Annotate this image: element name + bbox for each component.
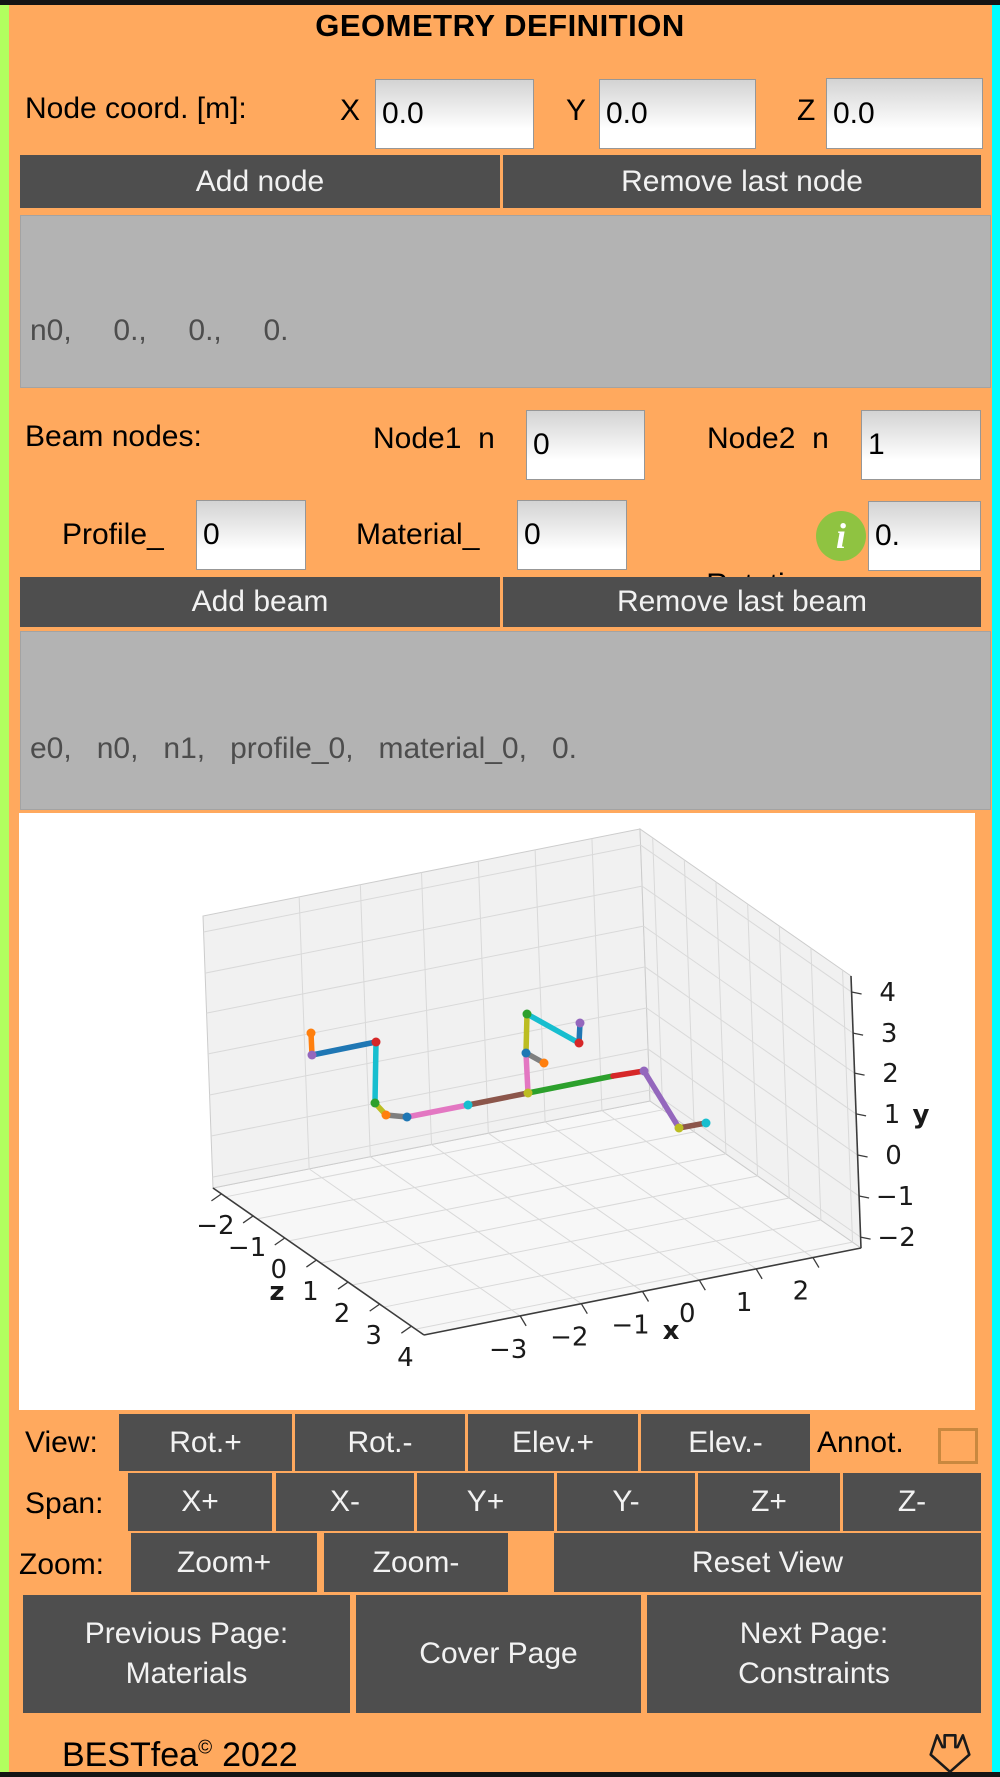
elevation-minus-button[interactable]: Elev.- <box>641 1414 810 1471</box>
node-list[interactable]: n0, 0., 0., 0. n1, -1.0, 0., 0. n2, -2.0… <box>20 215 991 388</box>
svg-text:−1: −1 <box>228 1233 266 1263</box>
next-page-line2: Constraints <box>738 1657 890 1690</box>
span-y-minus-button[interactable]: Y- <box>557 1473 695 1531</box>
svg-text:2: 2 <box>882 1059 899 1089</box>
zoom-in-button[interactable]: Zoom+ <box>131 1533 317 1592</box>
annot-label: Annot. <box>817 1426 904 1459</box>
material-label: Material_ <box>356 518 480 551</box>
add-node-button[interactable]: Add node <box>20 155 500 208</box>
previous-page-line1: Previous Page: <box>84 1617 289 1650</box>
reset-view-button[interactable]: Reset View <box>554 1533 981 1592</box>
svg-text:y: y <box>913 1100 930 1130</box>
zoom-row-label: Zoom: <box>19 1548 105 1581</box>
node2-input[interactable] <box>861 410 981 480</box>
beam-list[interactable]: e0, n0, n1, profile_0, material_0, 0. e1… <box>20 631 991 810</box>
svg-text:2: 2 <box>793 1277 810 1307</box>
span-x-plus-button[interactable]: X+ <box>128 1473 272 1531</box>
span-x-minus-button[interactable]: X- <box>276 1473 414 1531</box>
span-row-label: Span: <box>25 1487 104 1520</box>
node2-label: Node2 n <box>707 422 829 455</box>
next-page-line1: Next Page: <box>739 1617 889 1650</box>
svg-text:−3: −3 <box>489 1335 527 1365</box>
svg-text:3: 3 <box>881 1019 898 1049</box>
svg-text:−1: −1 <box>876 1182 914 1212</box>
svg-text:1: 1 <box>884 1100 901 1130</box>
svg-text:−2: −2 <box>550 1323 588 1353</box>
beam-list-row[interactable]: e0, n0, n1, profile_0, material_0, 0. <box>30 732 577 765</box>
add-beam-button[interactable]: Add beam <box>20 577 500 627</box>
rotation-info-icon[interactable]: i <box>816 511 866 561</box>
top-frame-bar <box>0 0 1000 5</box>
zoom-out-button[interactable]: Zoom- <box>324 1533 508 1592</box>
span-z-plus-button[interactable]: Z+ <box>698 1473 840 1531</box>
node1-input[interactable] <box>526 410 645 480</box>
x-coord-input[interactable] <box>375 79 534 149</box>
beam-nodes-label: Beam nodes: <box>25 420 202 453</box>
svg-text:3: 3 <box>365 1321 382 1351</box>
node1-label: Node1 n <box>373 422 495 455</box>
svg-text:−1: −1 <box>611 1311 649 1341</box>
svg-text:x: x <box>663 1316 680 1346</box>
rotate-minus-button[interactable]: Rot.- <box>295 1414 465 1471</box>
svg-text:2: 2 <box>334 1299 351 1329</box>
footer-brand: BESTfea© 2022 <box>62 1736 298 1775</box>
y-coord-input[interactable] <box>599 79 756 149</box>
next-page-button[interactable]: Next Page: Constraints <box>647 1595 981 1713</box>
brand-name: BESTfea <box>62 1736 199 1774</box>
view-row-label: View: <box>25 1426 98 1459</box>
bottom-frame-bar <box>0 1772 1000 1777</box>
svg-text:−2: −2 <box>196 1211 234 1241</box>
x-coord-label: X <box>340 94 361 127</box>
previous-page-button[interactable]: Previous Page: Materials <box>23 1595 350 1713</box>
svg-text:4: 4 <box>879 978 896 1008</box>
z-coord-label: Z <box>797 94 816 127</box>
structure-3d-plot: −3 −2 −1 0 1 2 −2 −1 0 1 2 3 4 4 3 2 1 0 −1 −2 x y z <box>19 813 975 1410</box>
cover-page-button[interactable]: Cover Page <box>356 1595 641 1713</box>
svg-text:1: 1 <box>302 1277 319 1307</box>
svg-text:0: 0 <box>885 1141 902 1171</box>
right-edge-strip <box>992 5 1000 1772</box>
remove-last-node-button[interactable]: Remove last node <box>503 155 981 208</box>
rotation-input[interactable] <box>868 501 981 571</box>
annot-checkbox[interactable] <box>938 1428 978 1464</box>
brand-year: 2022 <box>222 1736 298 1774</box>
node-coord-label: Node coord. [m]: <box>25 92 247 125</box>
left-edge-strip <box>0 5 9 1772</box>
material-input[interactable] <box>517 500 627 570</box>
rotate-plus-button[interactable]: Rot.+ <box>119 1414 292 1471</box>
node-list-row[interactable]: n0, 0., 0., 0. <box>30 314 289 347</box>
page-title: GEOMETRY DEFINITION <box>315 8 685 43</box>
profile-label: Profile_ <box>62 518 164 551</box>
svg-text:−2: −2 <box>877 1223 915 1253</box>
elevation-plus-button[interactable]: Elev.+ <box>468 1414 638 1471</box>
previous-page-line2: Materials <box>125 1657 248 1690</box>
svg-text:4: 4 <box>397 1343 414 1373</box>
z-coord-input[interactable] <box>826 78 983 149</box>
span-y-plus-button[interactable]: Y+ <box>417 1473 554 1531</box>
svg-text:z: z <box>269 1277 284 1307</box>
remove-last-beam-button[interactable]: Remove last beam <box>503 577 981 627</box>
gitlab-icon[interactable] <box>926 1731 974 1775</box>
svg-text:0: 0 <box>679 1299 696 1329</box>
y-coord-label: Y <box>566 94 587 127</box>
copyright-mark: © <box>198 1737 213 1759</box>
profile-input[interactable] <box>196 500 306 570</box>
svg-text:0: 0 <box>270 1255 287 1285</box>
span-z-minus-button[interactable]: Z- <box>843 1473 981 1531</box>
svg-text:1: 1 <box>736 1288 753 1318</box>
